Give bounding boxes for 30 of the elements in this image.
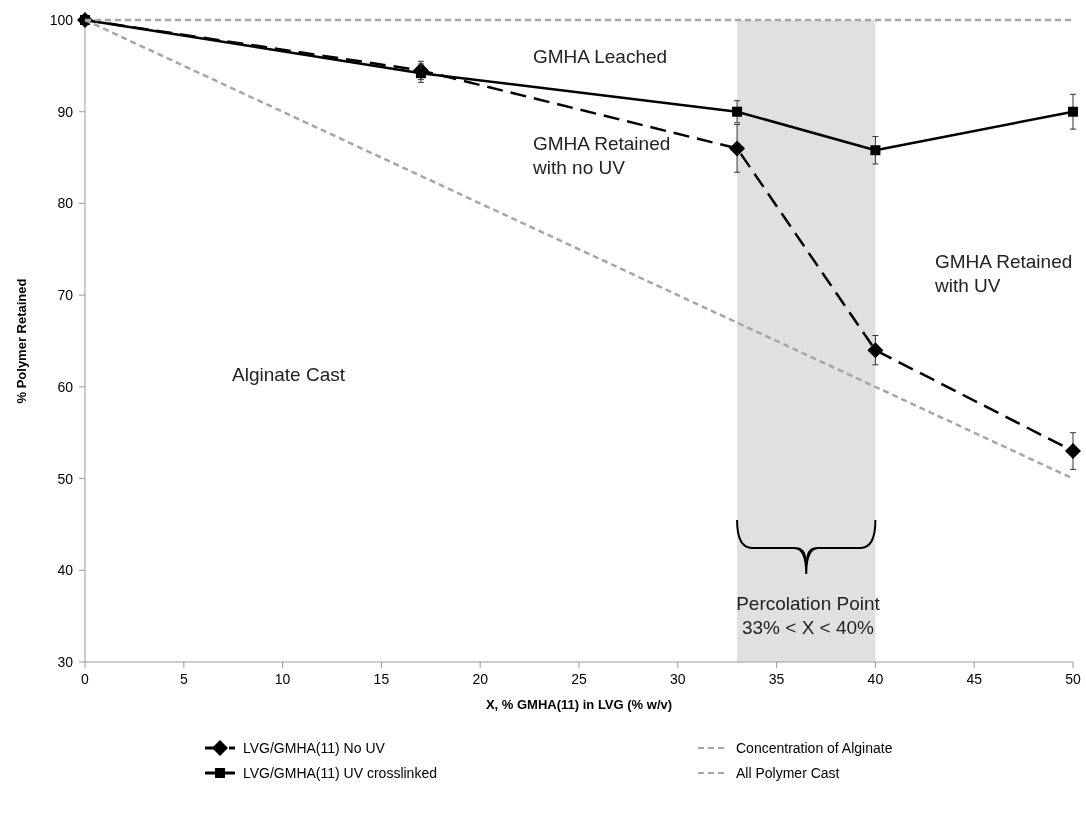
x-tick-label: 45: [966, 671, 983, 687]
y-tick-label: 30: [57, 654, 74, 670]
legend-label: LVG/GMHA(11) No UV: [243, 740, 386, 756]
x-tick-label: 20: [472, 671, 489, 687]
x-axis-title: X, % GMHA(11) in LVG (% w/v): [485, 697, 673, 712]
x-tick-label: 50: [1065, 671, 1081, 687]
y-tick-label: 100: [49, 12, 74, 28]
x-tick-label: 25: [571, 671, 587, 687]
x-tick-label: 5: [179, 671, 188, 687]
legend-label: All Polymer Cast: [736, 765, 840, 781]
annotation: Percolation Point 33% < X < 40%: [736, 593, 881, 638]
annotation: GMHA Retained with no UV: [532, 133, 671, 178]
legend-label: LVG/GMHA(11) UV crosslinked: [243, 765, 437, 781]
x-tick-label: 15: [373, 671, 390, 687]
annotation: GMHA Retained with UV: [934, 251, 1073, 296]
annotation: GMHA Leached: [533, 46, 668, 67]
x-tick-label: 10: [274, 671, 291, 687]
y-axis-title: % Polymer Retained: [14, 278, 29, 404]
legend-label: Concentration of Alginate: [736, 740, 893, 756]
x-tick-label: 40: [867, 671, 884, 687]
y-tick-label: 60: [57, 378, 74, 395]
x-tick-label: 0: [81, 671, 90, 687]
y-tick-label: 80: [57, 195, 74, 212]
y-tick-label: 50: [57, 470, 74, 487]
y-tick-label: 90: [57, 103, 74, 120]
x-tick-label: 35: [768, 671, 785, 687]
annotation: Alginate Cast: [232, 364, 346, 385]
y-tick-label: 70: [57, 287, 74, 304]
y-tick-label: 40: [57, 562, 74, 579]
x-tick-label: 30: [670, 671, 686, 687]
